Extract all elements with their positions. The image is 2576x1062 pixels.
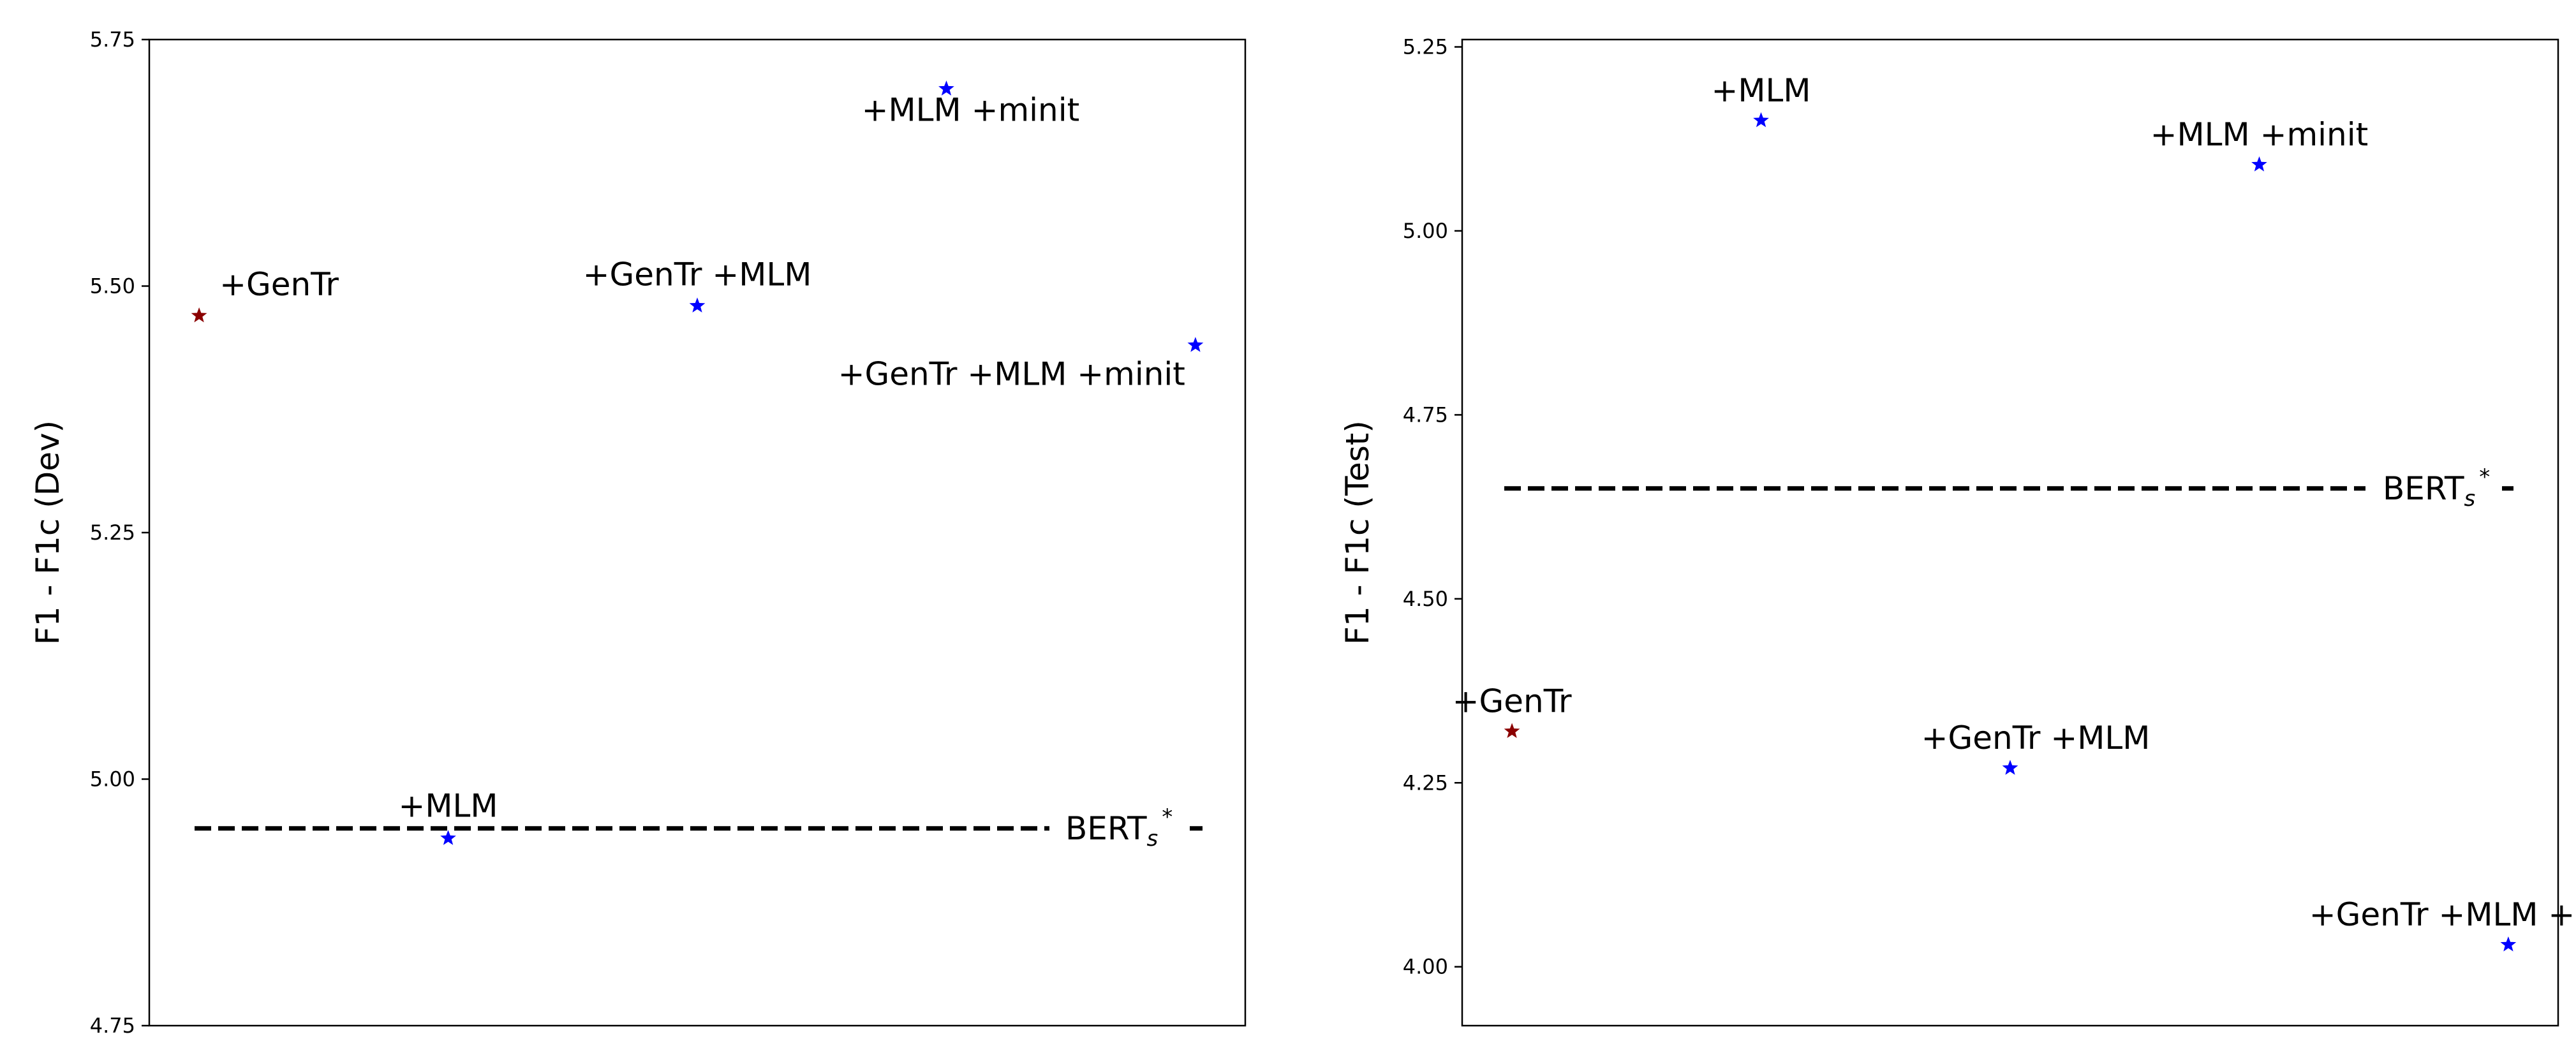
data-point-star	[191, 307, 207, 323]
point-label: +GenTr	[1453, 683, 1572, 720]
data-point-star	[1753, 112, 1769, 128]
y-axis-label: F1 - F1c (Dev)	[29, 420, 66, 645]
point-label: +GenTr +MLM +minit	[838, 355, 1185, 392]
axes-frame	[148, 38, 1247, 1027]
point-label: +GenTr +MLM +minit	[2309, 896, 2576, 933]
data-point-star	[440, 830, 456, 845]
data-point-star	[689, 297, 706, 313]
y-tick-label: 4.75	[1403, 402, 1448, 427]
reference-label-sub: s	[1147, 826, 1158, 852]
y-tick-label: 5.00	[1403, 219, 1448, 243]
y-tick-label: 4.25	[1403, 771, 1448, 795]
data-point-star	[1504, 723, 1520, 738]
y-tick-label: 5.25	[1403, 35, 1448, 59]
y-tick-label: 5.75	[90, 27, 135, 52]
point-label: +GenTr	[219, 266, 339, 303]
point-label: +MLM	[399, 787, 498, 824]
reference-label-main: BERT	[1065, 810, 1147, 847]
point-label: +MLM +minit	[2150, 116, 2369, 153]
data-point-star	[2251, 156, 2267, 172]
reference-label: BERTs*	[2383, 464, 2490, 512]
reference-label-main: BERT	[2383, 470, 2464, 507]
point-label: +GenTr +MLM	[583, 256, 812, 293]
reference-label-sup: *	[2479, 464, 2490, 490]
y-tick-label: 5.00	[90, 767, 135, 792]
y-tick-label: 4.50	[1403, 587, 1448, 611]
reference-label: BERTs*	[1065, 804, 1173, 852]
reference-label-sup: *	[1162, 804, 1173, 830]
y-tick-label: 4.75	[90, 1014, 135, 1038]
y-tick-label: 5.25	[90, 520, 135, 545]
y-axis-label: F1 - F1c (Test)	[1339, 420, 1376, 645]
data-point-star	[938, 80, 954, 96]
reference-label-sub: s	[2464, 486, 2476, 512]
point-label: +GenTr +MLM	[1921, 719, 2150, 756]
y-tick-label: 4.00	[1403, 955, 1448, 979]
point-label: +MLM	[1712, 72, 1811, 109]
axes-frame	[1461, 38, 2559, 1027]
point-label: +MLM +minit	[862, 91, 1080, 128]
data-point-star	[2500, 936, 2517, 952]
test-scatter-panel: 4.00 4.25 4.50 4.75 5.00 5.25 F1 - F1c (Test) B…	[1339, 35, 2576, 1027]
data-point-star	[2002, 760, 2018, 775]
y-tick-label: 5.50	[90, 274, 135, 299]
dev-scatter-panel: 4.75 5.00 5.25 5.50 5.75 F1 - F1c (Dev) BERTs*…	[29, 27, 1247, 1038]
data-point-star	[1187, 337, 1204, 352]
